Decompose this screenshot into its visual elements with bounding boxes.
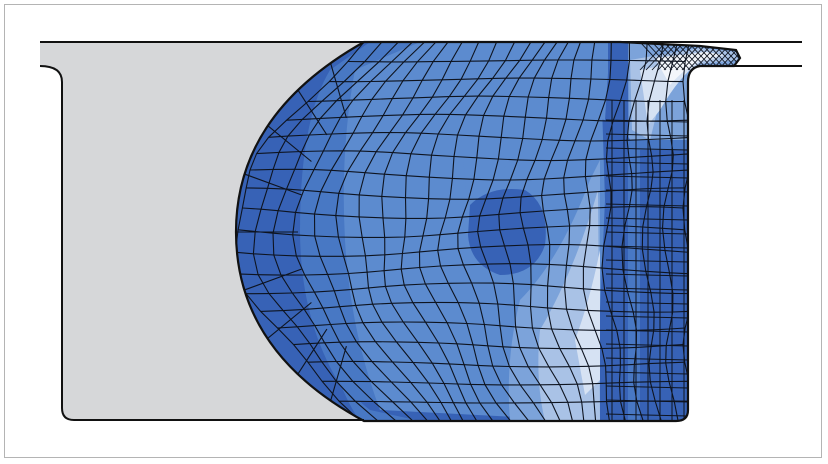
mesh-strip-horizontal: [605, 287, 689, 291]
workpiece-region: [234, 40, 742, 423]
mesh-col-line: [335, 42, 441, 421]
mesh-strip-horizontal: [605, 175, 689, 179]
mesh-col-line: [381, 42, 464, 421]
mesh-col-line: [582, 42, 612, 421]
mesh-strip-horizontal: [605, 385, 689, 389]
mesh-strip-horizontal: [605, 343, 689, 347]
mesh-strip-horizontal: [605, 301, 689, 305]
mesh-strip-horizontal: [605, 147, 689, 151]
mesh-strip-horizontal: [605, 161, 689, 165]
die-outline: [39, 41, 802, 421]
mesh-col-line: [519, 42, 574, 421]
mesh-strip-horizontal: [605, 217, 689, 221]
mesh-col-line: [457, 42, 532, 421]
contour-band: [640, 56, 730, 125]
mesh-col-line: [477, 42, 546, 421]
contour-bands: [300, 42, 740, 421]
die-outline-left: [39, 65, 364, 421]
mesh-strip-horizontal: [605, 329, 689, 333]
mesh-strip-horizontal: [605, 413, 689, 417]
mesh-radial-line: [242, 172, 302, 196]
mesh-strip-horizontal: [605, 133, 689, 137]
mesh-strip-horizontal: [605, 203, 689, 207]
mesh-flash-line: [651, 42, 679, 71]
mesh-strip-horizontal: [605, 119, 689, 123]
mesh-strip-horizontal: [605, 371, 689, 375]
contour-band: [468, 189, 546, 275]
mesh-col-line: [563, 42, 597, 421]
mesh-col-line: [313, 42, 429, 421]
contour-band: [336, 370, 420, 421]
contour-band: [430, 42, 610, 240]
contour-band: [640, 150, 688, 421]
workpiece-outline: [234, 40, 742, 423]
mesh-col-line: [272, 42, 399, 421]
mesh-strip-horizontal: [605, 357, 689, 361]
mesh-strip-horizontal: [605, 231, 689, 235]
mesh-col-line: [498, 42, 561, 421]
mesh-col-line: [541, 42, 585, 421]
mesh-col-line: [400, 42, 480, 421]
mesh-flash-line: [639, 42, 667, 71]
mesh-flash-line: [663, 42, 691, 71]
mesh-col-line: [418, 42, 498, 421]
mesh-strip-horizontal: [605, 315, 689, 319]
mesh-radial-line: [242, 268, 302, 292]
contour-band: [575, 250, 600, 395]
mesh-strip-horizontal: [605, 259, 689, 263]
mesh-col-line: [437, 42, 516, 421]
mesh-strip-horizontal: [605, 273, 689, 277]
contour-band: [608, 42, 630, 421]
mesh-strip-horizontal: [605, 399, 689, 403]
mesh-col-line: [661, 42, 679, 421]
die-region: [40, 42, 364, 420]
mesh-col-line: [292, 42, 414, 421]
mesh-col-line: [236, 42, 365, 421]
mesh-col-line: [601, 42, 631, 421]
mesh-strip-horizontal: [605, 245, 689, 249]
mesh-flash-line: [657, 42, 685, 71]
mesh-lines: [236, 42, 740, 421]
mesh-flash-line: [645, 42, 673, 71]
die-shape: [40, 42, 364, 420]
mesh-col-line: [358, 42, 452, 421]
mesh-strip-horizontal: [605, 189, 689, 193]
mesh-radial-line: [260, 119, 312, 162]
mesh-radial-line: [260, 302, 312, 345]
